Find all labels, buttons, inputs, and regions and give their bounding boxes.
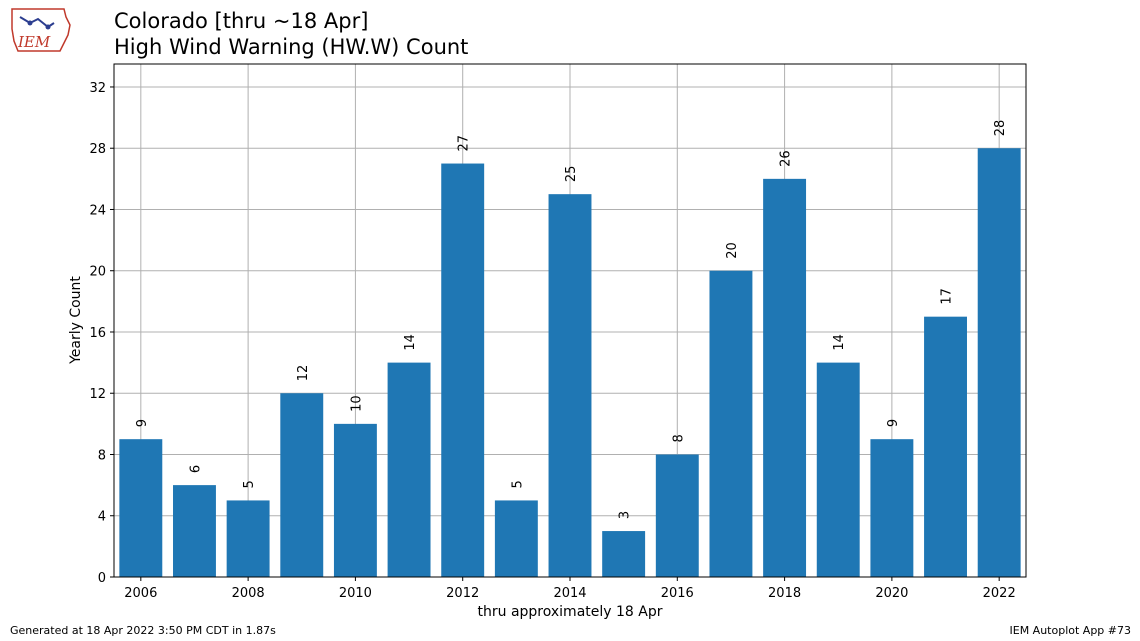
x-tick-label: 2022 <box>983 586 1016 601</box>
bar-value-label: 12 <box>296 365 311 382</box>
bar <box>226 500 270 577</box>
bar <box>816 362 860 577</box>
x-tick-label: 2010 <box>339 586 372 601</box>
y-tick-label: 4 <box>98 510 106 525</box>
bar-value-label: 5 <box>510 480 525 488</box>
bars <box>119 148 1021 578</box>
bar-value-label: 17 <box>940 288 955 305</box>
x-axis-label: thru approximately 18 Apr <box>478 604 663 620</box>
x-axis-ticks: 2006 2008 2010 2012 2014 2016 2018 2020 2022 <box>124 577 1016 601</box>
bar <box>387 362 431 577</box>
y-tick-label: 8 <box>98 448 106 463</box>
x-tick-label: 2012 <box>446 586 479 601</box>
x-tick-label: 2020 <box>875 586 908 601</box>
data-labels: 9 6 5 12 10 14 27 5 25 3 8 20 26 14 9 17 28 <box>135 120 1008 519</box>
bar-value-label: 6 <box>188 465 203 473</box>
y-tick-label: 24 <box>89 203 106 218</box>
y-axis-ticks: 0 4 8 12 16 20 24 28 32 <box>89 81 114 586</box>
chart-title: Colorado [thru ~18 Apr] High Wind Warnin… <box>114 8 468 60</box>
y-tick-label: 32 <box>89 81 106 96</box>
y-tick-label: 20 <box>89 265 106 280</box>
y-tick-label: 16 <box>89 326 106 341</box>
y-tick-label: 0 <box>98 571 106 586</box>
bar <box>655 454 699 577</box>
title-line-1: Colorado [thru ~18 Apr] <box>114 9 369 33</box>
bar-value-label: 14 <box>832 334 847 351</box>
y-tick-label: 28 <box>89 142 106 157</box>
bar <box>870 439 914 577</box>
bar <box>709 270 753 577</box>
x-tick-label: 2014 <box>553 586 586 601</box>
x-tick-label: 2008 <box>232 586 265 601</box>
bar-value-label: 5 <box>242 480 257 488</box>
logo-text: IEM <box>17 33 51 51</box>
bar-value-label: 14 <box>403 334 418 351</box>
bar <box>548 194 592 577</box>
bar-value-label: 9 <box>886 419 901 427</box>
bar <box>280 393 324 577</box>
bar-value-label: 26 <box>779 150 794 167</box>
bar <box>173 485 216 577</box>
bar-value-label: 25 <box>564 166 579 183</box>
iem-logo: IEM <box>8 5 72 57</box>
bar <box>602 531 646 577</box>
generated-note: Generated at 18 Apr 2022 3:50 PM CDT in … <box>10 624 276 637</box>
bar-value-label: 9 <box>135 419 150 427</box>
bar-value-label: 20 <box>725 242 740 259</box>
bar <box>977 148 1021 577</box>
title-line-2: High Wind Warning (HW.W) Count <box>114 35 469 59</box>
x-tick-label: 2016 <box>661 586 694 601</box>
bar-value-label: 10 <box>349 395 364 412</box>
bar-value-label: 27 <box>457 135 472 152</box>
y-axis-label: Yearly Count <box>68 276 84 365</box>
bar <box>494 500 538 577</box>
bar <box>441 163 485 578</box>
bar-value-label: 3 <box>618 511 633 519</box>
y-tick-label: 12 <box>89 387 106 402</box>
x-tick-label: 2018 <box>768 586 801 601</box>
bar <box>763 178 807 577</box>
bar <box>924 316 967 577</box>
bar-value-label: 8 <box>671 434 686 442</box>
app-credit: IEM Autoplot App #73 <box>1009 624 1132 637</box>
bar <box>333 423 377 577</box>
x-tick-label: 2006 <box>124 586 157 601</box>
bar <box>119 439 163 577</box>
bar-value-label: 28 <box>993 120 1008 137</box>
